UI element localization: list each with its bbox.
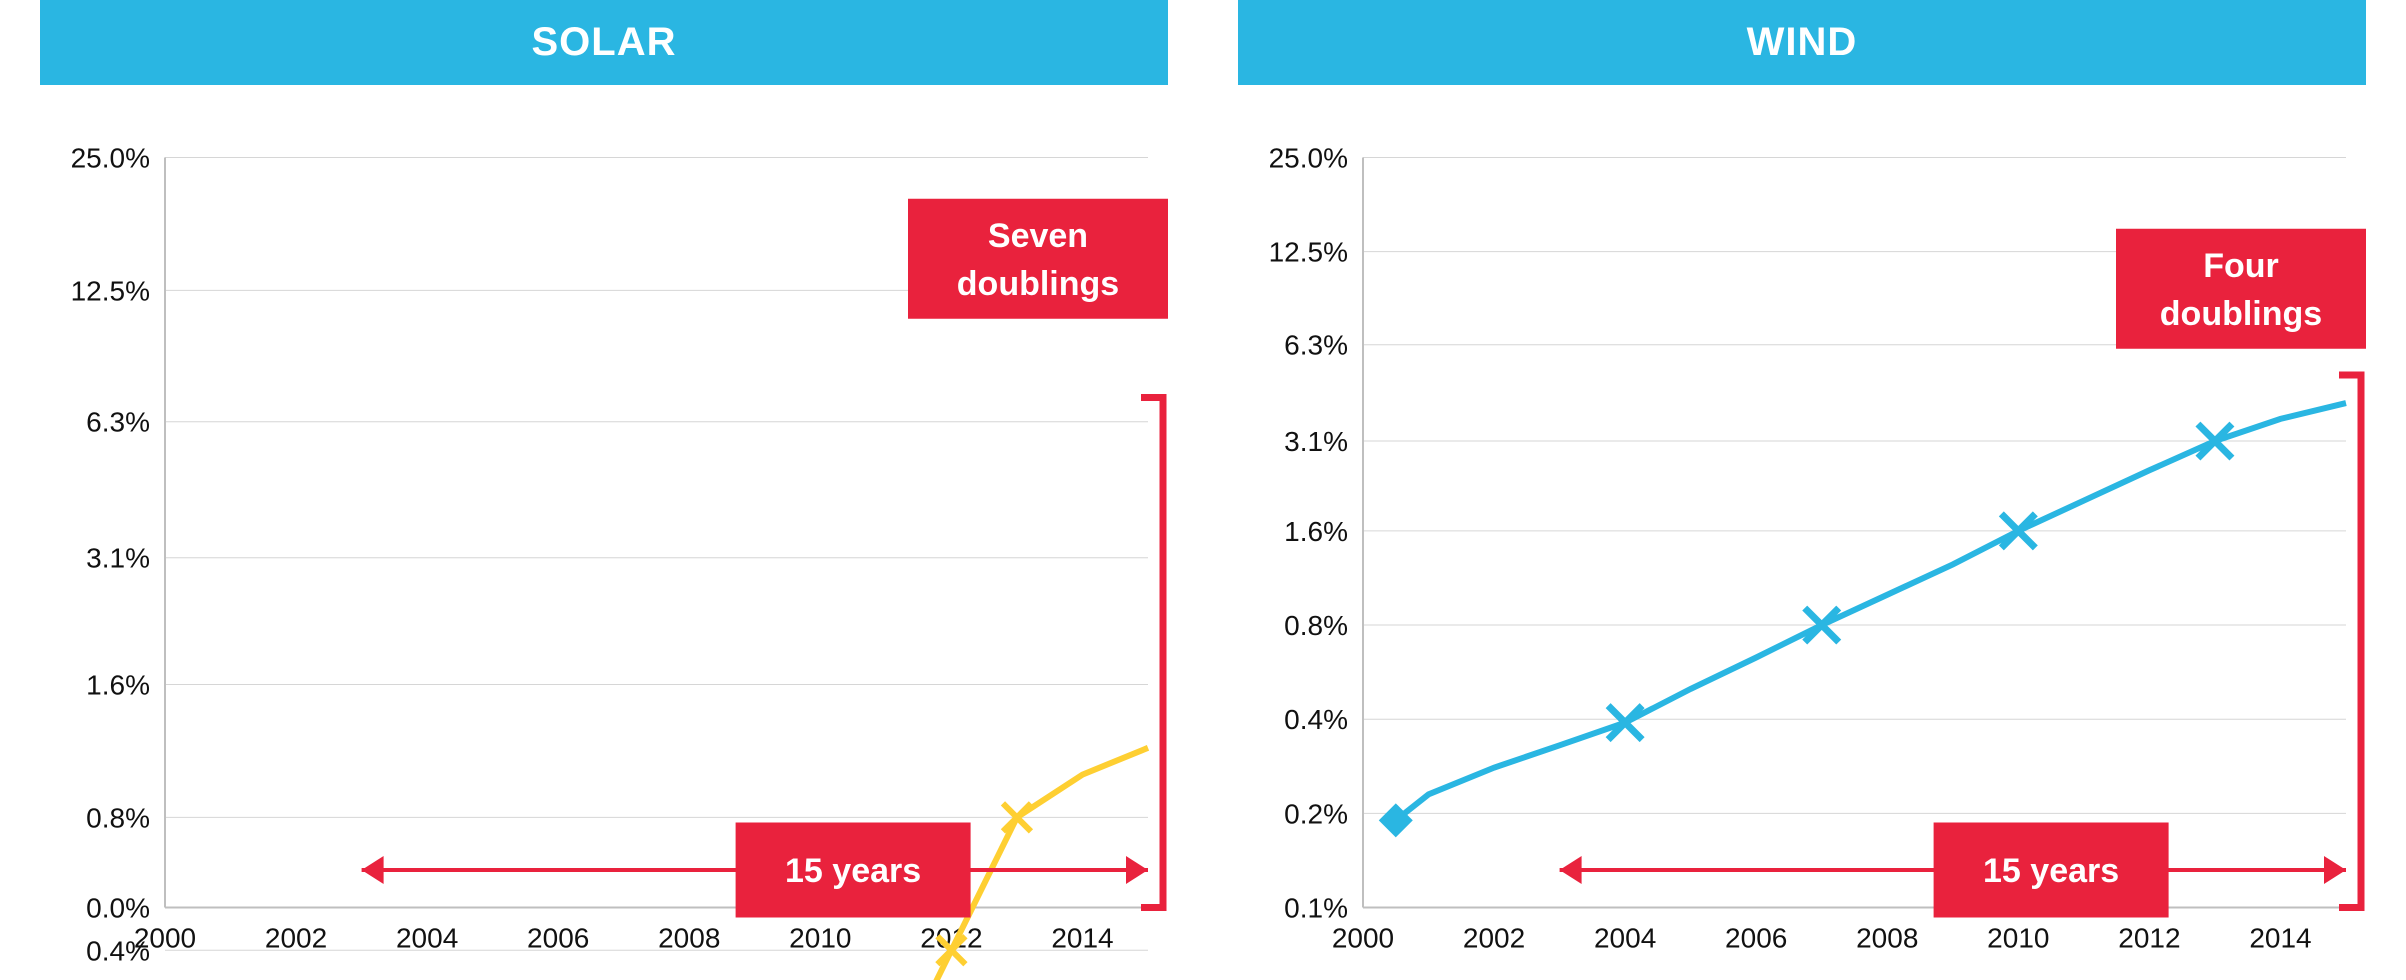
callout-doublings-line1: Seven [988,217,1088,255]
arrowhead-left-icon [1560,856,1582,884]
xtick-label: 2002 [265,923,327,954]
panel-wind: WIND 0.1% 0.2% 0.4% 0.8% 1.6% 3.1% 6.3% 12.5% 25.… [1238,0,2366,980]
callout-doublings-line1: Four [2203,247,2279,285]
arrowhead-right-icon [2324,856,2346,884]
ytick-label: 0.8% [1284,610,1348,641]
xtick-label: 2004 [396,923,458,954]
ytick-label: 0.4% [1284,704,1348,735]
xtick-label: 2010 [1987,923,2049,954]
callout-years-label: 15 years [1983,852,2119,890]
callout-doublings-line2: doublings [2160,295,2322,333]
ytick-label: 0.8% [86,802,150,833]
ytick-label: 0.0% [86,893,150,924]
page-root: SOLAR0.0%0.01%0.03%0.05%0.1%0.2%0.4%0.8%… [0,0,2406,980]
xtick-label: 2008 [658,923,720,954]
xtick-label: 2002 [1463,923,1525,954]
bracket-icon [1141,398,1163,908]
ytick-label: 12.5% [71,275,150,306]
ytick-label: 3.1% [1284,426,1348,457]
xtick-label: 2012 [2118,923,2180,954]
ytick-label: 1.6% [86,670,150,701]
chart-solar: 0.0%0.01%0.03%0.05%0.1%0.2%0.4%0.8%1.6%3… [40,125,1168,980]
bracket-icon [2339,375,2361,908]
ytick-label: 6.3% [86,407,150,438]
arrowhead-left-icon [362,856,384,884]
xtick-label: 2006 [527,923,589,954]
xtick-label: 2014 [1051,923,1113,954]
xtick-label: 2004 [1594,923,1656,954]
ytick-label: 0.2% [1284,798,1348,829]
panel-solar: SOLAR0.0%0.01%0.03%0.05%0.1%0.2%0.4%0.8%… [40,0,1168,980]
xtick-label: 2008 [1856,923,1918,954]
xtick-label: 2006 [1725,923,1787,954]
xtick-label: 2010 [789,923,851,954]
series-line-wind [1396,403,2346,820]
ytick-label: 3.1% [86,543,150,574]
callout-doublings-line2: doublings [957,265,1119,303]
ytick-label: 25.0% [71,143,150,174]
chart-wrap-solar: 0.0%0.01%0.03%0.05%0.1%0.2%0.4%0.8%1.6%3… [40,125,1168,980]
ytick-label: 0.1% [1284,893,1348,924]
title-bar-solar: SOLAR [40,0,1168,85]
title-bar-wind: WIND [1238,0,2366,85]
chart-wind: 0.1% 0.2% 0.4% 0.8% 1.6% 3.1% 6.3% 12.5% 25.0% 20… [1238,125,2366,980]
ytick-label: 12.5% [1269,237,1348,268]
xtick-label: 2000 [134,923,196,954]
xtick-label: 2000 [1332,923,1394,954]
arrowhead-right-icon [1126,856,1148,884]
callout-years-label: 15 years [785,852,921,890]
ytick-label: 1.6% [1284,516,1348,547]
ytick-label: 25.0% [1269,143,1348,174]
xtick-label: 2014 [2249,923,2311,954]
chart-wrap-wind: 0.1% 0.2% 0.4% 0.8% 1.6% 3.1% 6.3% 12.5% 25.0% 20… [1238,125,2366,980]
ytick-label: 6.3% [1284,330,1348,361]
